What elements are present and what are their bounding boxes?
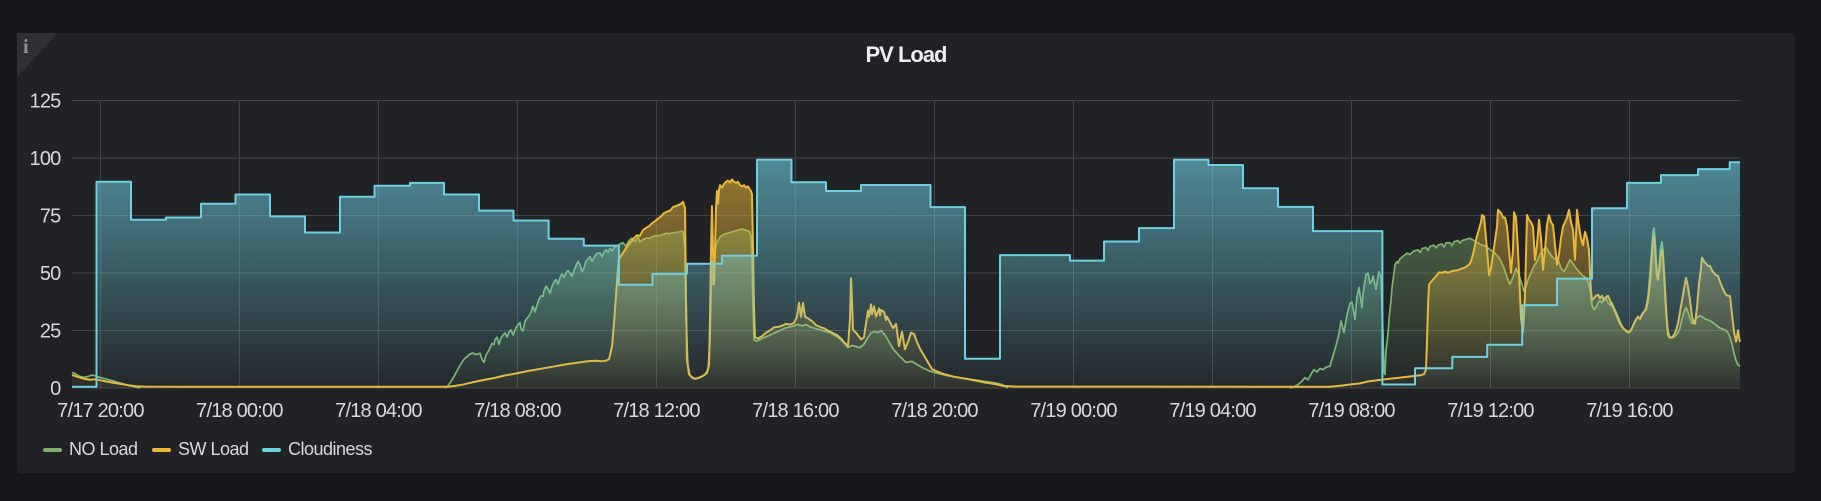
- svg-text:0: 0: [50, 378, 61, 400]
- svg-text:7/18 16:00: 7/18 16:00: [752, 400, 839, 422]
- svg-text:7/19 00:00: 7/19 00:00: [1030, 400, 1117, 422]
- svg-text:25: 25: [40, 321, 61, 343]
- svg-text:125: 125: [30, 91, 62, 113]
- svg-text:7/19 08:00: 7/19 08:00: [1308, 400, 1395, 422]
- svg-text:7/19 16:00: 7/19 16:00: [1586, 400, 1673, 422]
- svg-text:7/19 04:00: 7/19 04:00: [1169, 400, 1256, 422]
- svg-text:7/18 08:00: 7/18 08:00: [474, 400, 561, 422]
- svg-text:100: 100: [30, 148, 62, 170]
- svg-text:50: 50: [40, 263, 61, 285]
- svg-text:75: 75: [40, 206, 61, 228]
- svg-text:7/18 04:00: 7/18 04:00: [335, 400, 422, 422]
- svg-text:7/19 12:00: 7/19 12:00: [1447, 400, 1534, 422]
- svg-text:7/17 20:00: 7/17 20:00: [57, 400, 144, 422]
- svg-text:7/18 12:00: 7/18 12:00: [613, 400, 700, 422]
- svg-text:7/18 00:00: 7/18 00:00: [196, 400, 283, 422]
- svg-text:7/18 20:00: 7/18 20:00: [891, 400, 978, 422]
